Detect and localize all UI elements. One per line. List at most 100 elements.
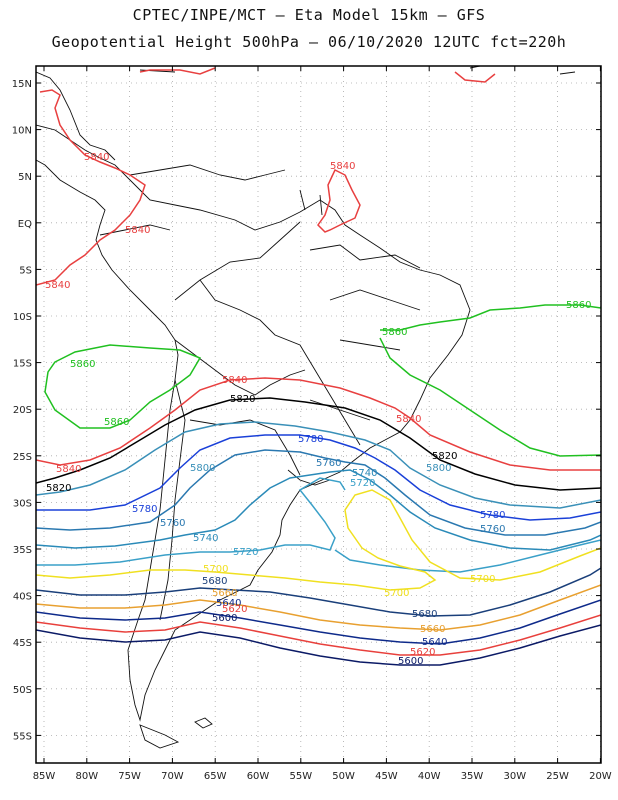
lat-tick-label: 30S	[13, 498, 32, 509]
lon-tick-label: 85W	[33, 771, 56, 782]
contour-label: 5840	[222, 375, 247, 386]
contour-label: 5700	[384, 588, 409, 599]
contour-label: 5700	[203, 564, 228, 575]
contour-label: 5640	[422, 637, 447, 648]
contour-label: 5820	[432, 451, 457, 462]
contour-5600	[36, 624, 601, 666]
contour-label: 5860	[566, 300, 591, 311]
contour-label: 5780	[132, 504, 157, 515]
lat-tick-label: 50S	[13, 685, 32, 696]
lon-tick-label: 45W	[375, 771, 398, 782]
contour-label: 5820	[230, 394, 255, 405]
latitude-labels: 15N 10N 5N EQ 5S 10S 15S 20S 25S 30S 35S 40S 45S 50S 5…	[12, 79, 32, 742]
contour-label: 5680	[202, 576, 227, 587]
contour-5840-west-coast	[36, 89, 146, 286]
contour-5780	[36, 434, 601, 521]
contour-5820	[36, 397, 601, 491]
contour-label: 5840	[45, 280, 70, 291]
lat-tick-label: 5S	[19, 265, 32, 276]
lat-tick-label: 10N	[12, 126, 32, 137]
lon-tick-label: 40W	[418, 771, 441, 782]
axis-ticks	[36, 66, 601, 763]
contour-label: 5780	[480, 510, 505, 521]
contour-label: 5840	[125, 225, 150, 236]
lat-tick-label: EQ	[18, 219, 32, 230]
contour-5660	[36, 584, 601, 631]
contour-5700	[36, 489, 601, 591]
contour-5800	[36, 421, 601, 509]
contour-label: 5640	[216, 598, 241, 609]
border-guianas	[299, 189, 323, 216]
contour-label: 5740	[352, 468, 377, 479]
lon-tick-label: 55W	[289, 771, 312, 782]
lon-tick-label: 35W	[461, 771, 484, 782]
contour-label: 5720	[233, 547, 258, 558]
contour-5840-top	[139, 67, 496, 83]
contour-label: 5620	[410, 647, 435, 658]
contour-label: 5700	[470, 574, 495, 585]
contour-label: 5840	[330, 161, 355, 172]
contour-label: 5800	[190, 463, 215, 474]
lat-tick-label: 20S	[13, 405, 32, 416]
contour-5840-main	[36, 377, 601, 471]
central-america	[36, 71, 116, 161]
lat-tick-label: 15N	[12, 79, 32, 90]
contour-5740	[36, 469, 601, 551]
map-frame	[35, 65, 602, 764]
lon-tick-label: 65W	[204, 771, 227, 782]
map-title: CPTEC/INPE/MCT – Eta Model 15km – GFS	[132, 6, 486, 24]
lon-tick-label: 80W	[75, 771, 98, 782]
contour-label: 5860	[382, 327, 407, 338]
lon-tick-label: 70W	[161, 771, 184, 782]
contour-labels: 5840 5840 5840 5840 5840 5840 5840 5860 …	[45, 152, 591, 667]
contour-label: 5860	[70, 359, 95, 370]
contour-label: 5720	[350, 478, 375, 489]
contour-label: 5840	[56, 464, 81, 475]
contour-label: 5680	[412, 609, 437, 620]
lon-tick-label: 20W	[589, 771, 612, 782]
contour-label: 5600	[212, 613, 237, 624]
contour-label: 5860	[104, 417, 129, 428]
border-brazil-states	[309, 244, 421, 421]
contour-label: 5740	[193, 533, 218, 544]
lon-tick-label: 25W	[546, 771, 569, 782]
contour-label: 5840	[396, 414, 421, 425]
contour-label: 5800	[426, 463, 451, 474]
lon-tick-label: 50W	[332, 771, 355, 782]
contour-label: 5820	[46, 483, 71, 494]
contour-label: 5760	[480, 524, 505, 535]
contour-5840-guiana	[317, 168, 361, 233]
lat-tick-label: 10S	[13, 312, 32, 323]
contour-label: 5780	[298, 434, 323, 445]
contour-lines	[36, 67, 601, 666]
contour-5860-west	[44, 344, 202, 429]
falklands	[194, 717, 213, 729]
lat-tick-label: 40S	[13, 592, 32, 603]
contour-label: 5660	[212, 588, 237, 599]
contour-5860-east	[379, 337, 601, 457]
caribbean-islands	[139, 66, 576, 75]
contour-label: 5660	[420, 624, 445, 635]
lat-tick-label: 5N	[18, 172, 32, 183]
border-chile-argentina	[159, 379, 186, 621]
map-subtitle: Geopotential Height 500hPa – 06/10/2020 …	[51, 33, 567, 51]
contour-5640	[36, 599, 601, 645]
south-america-coast	[36, 124, 471, 722]
lat-tick-label: 35S	[13, 545, 32, 556]
contour-5680	[36, 567, 601, 617]
border-colombia-venezuela	[129, 164, 286, 181]
contour-5620	[36, 614, 601, 656]
tierra-del-fuego	[139, 724, 180, 749]
lon-tick-label: 75W	[118, 771, 141, 782]
lat-tick-label: 15S	[13, 359, 32, 370]
lat-tick-label: 45S	[13, 638, 32, 649]
contour-label: 5760	[316, 458, 341, 469]
lat-tick-label: 55S	[13, 731, 32, 742]
contour-label: 5600	[398, 656, 423, 667]
lon-tick-label: 30W	[503, 771, 526, 782]
lat-tick-label: 25S	[13, 452, 32, 463]
border-argentina-north	[189, 419, 301, 476]
border-brazil-west	[174, 221, 361, 446]
contour-5720	[36, 477, 601, 573]
